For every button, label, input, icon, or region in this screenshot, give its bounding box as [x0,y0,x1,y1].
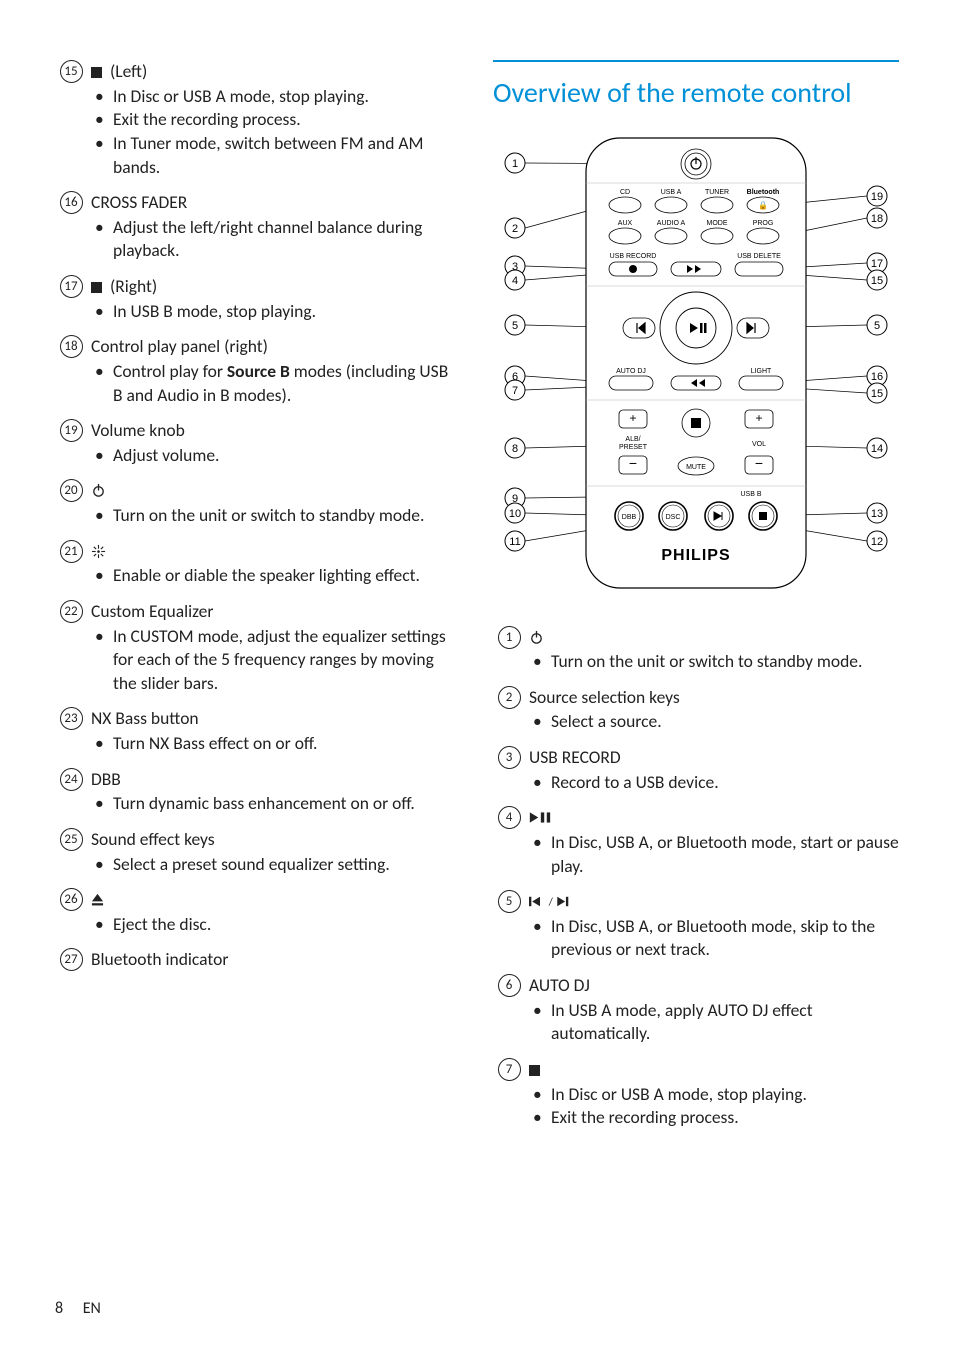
item-2: 2Source selection keysSelect a source. [493,686,899,740]
svg-text:5: 5 [512,320,518,332]
item-7: 7 In Disc or USB A mode, stop playing.Ex… [493,1058,899,1136]
right-column: Overview of the remote control 123456789… [493,60,899,1142]
svg-text:PRESET: PRESET [619,444,648,451]
item-title: Bluetooth indicator [91,948,461,972]
item-17: 17 (Right)In USB B mode, stop playing. [55,275,461,329]
svg-text:11: 11 [509,536,520,548]
item-title: / [529,890,899,914]
item-title: NX Bass button [91,707,461,731]
svg-text:15: 15 [871,275,883,287]
left-column: 15 (Left)In Disc or USB A mode, stop pla… [55,60,461,1142]
page-number: 8 [55,1299,63,1318]
right-items: 1Turn on the unit or switch to standby m… [493,626,899,1136]
item-title: Control play panel (right) [91,335,461,359]
svg-text:TUNER: TUNER [705,189,729,196]
svg-text:16: 16 [871,371,883,383]
svg-text:USB B: USB B [740,491,761,498]
item-18: 18Control play panel (right)Control play… [55,335,461,413]
svg-text:10: 10 [509,508,521,520]
svg-text:VOL: VOL [752,441,766,448]
svg-text:MODE: MODE [707,220,728,227]
item-title [529,1058,899,1082]
item-24: 24DBBTurn dynamic bass enhancement on or… [55,768,461,822]
svg-text:USB DELETE: USB DELETE [737,253,781,260]
item-title [91,479,461,503]
svg-text:−: − [629,455,637,471]
item-title [529,806,899,830]
page-lang: EN [83,1299,101,1318]
svg-text:19: 19 [871,191,883,203]
svg-text:USB RECORD: USB RECORD [610,253,657,260]
item-title: CROSS FADER [91,191,461,215]
item-6: 6AUTO DJIn USB A mode, apply AUTO DJ eff… [493,974,899,1052]
svg-text:ALB/: ALB/ [625,436,640,443]
item-15: 15 (Left)In Disc or USB A mode, stop pla… [55,60,461,185]
svg-text:+: + [755,411,762,425]
svg-text:MUTE: MUTE [686,464,706,471]
svg-text:8: 8 [512,443,518,455]
svg-text:7: 7 [512,385,518,397]
item-16: 16CROSS FADER Adjust the left/right chan… [55,191,461,269]
item-title: Source selection keys [529,686,899,710]
svg-text:PHILIPS: PHILIPS [661,547,730,564]
svg-text:/: / [548,896,554,909]
item-20: 20Turn on the unit or switch to standby … [55,479,461,533]
svg-text:DBB: DBB [622,514,637,521]
svg-text:2: 2 [512,223,518,235]
svg-text:14: 14 [871,443,883,455]
svg-text:15: 15 [871,388,883,400]
svg-text:+: + [629,411,636,425]
svg-text:DSC: DSC [666,514,681,521]
svg-text:4: 4 [512,275,518,287]
svg-text:AUX: AUX [618,220,633,227]
svg-text:AUDIO A: AUDIO A [657,220,686,227]
remote-diagram: 12345678910111918171551615141312 CDUSB A… [493,128,899,598]
svg-text:CD: CD [620,189,630,196]
item-19: 19Volume knobAdjust volume. [55,419,461,473]
item-title: DBB [91,768,461,792]
page-footer: 8 EN [55,1298,101,1320]
svg-text:LIGHT: LIGHT [751,368,772,375]
item-title: AUTO DJ [529,974,899,998]
item-title [91,540,461,564]
item-23: 23NX Bass buttonTurn NX Bass effect on o… [55,707,461,761]
item-27: 27Bluetooth indicator [55,948,461,973]
item-4: 4In Disc, USB A, or Bluetooth mode, star… [493,806,899,884]
item-21: 21Enable or diable the speaker lighting … [55,540,461,594]
item-title: Sound effect keys [91,828,461,852]
item-1: 1Turn on the unit or switch to standby m… [493,626,899,680]
item-title: Volume knob [91,419,461,443]
svg-text:17: 17 [871,258,883,270]
item-title [529,626,899,650]
item-title: USB RECORD [529,746,899,770]
item-5: 5/In Disc, USB A, or Bluetooth mode, ski… [493,890,899,968]
svg-text:5: 5 [874,320,880,332]
item-title: (Left) [91,60,461,84]
svg-text:12: 12 [871,536,883,548]
svg-text:Bluetooth: Bluetooth [747,189,780,196]
svg-text:PROG: PROG [753,220,774,227]
svg-text:−: − [755,455,763,471]
item-title: Custom Equalizer [91,600,461,624]
section-heading: Overview of the remote control [493,60,899,110]
svg-text:USB A: USB A [661,189,682,196]
item-3: 3USB RECORDRecord to a USB device. [493,746,899,800]
item-25: 25Sound effect keysSelect a preset sound… [55,828,461,882]
svg-text:AUTO DJ: AUTO DJ [616,368,646,375]
item-title [91,888,461,912]
svg-text:1: 1 [512,158,518,170]
svg-text:🔒: 🔒 [758,201,768,210]
svg-text:18: 18 [871,213,883,225]
item-26: 26Eject the disc. [55,888,461,942]
svg-text:13: 13 [871,508,883,520]
item-title: (Right) [91,275,461,299]
item-22: 22Custom EqualizerIn CUSTOM mode, adjust… [55,600,461,702]
